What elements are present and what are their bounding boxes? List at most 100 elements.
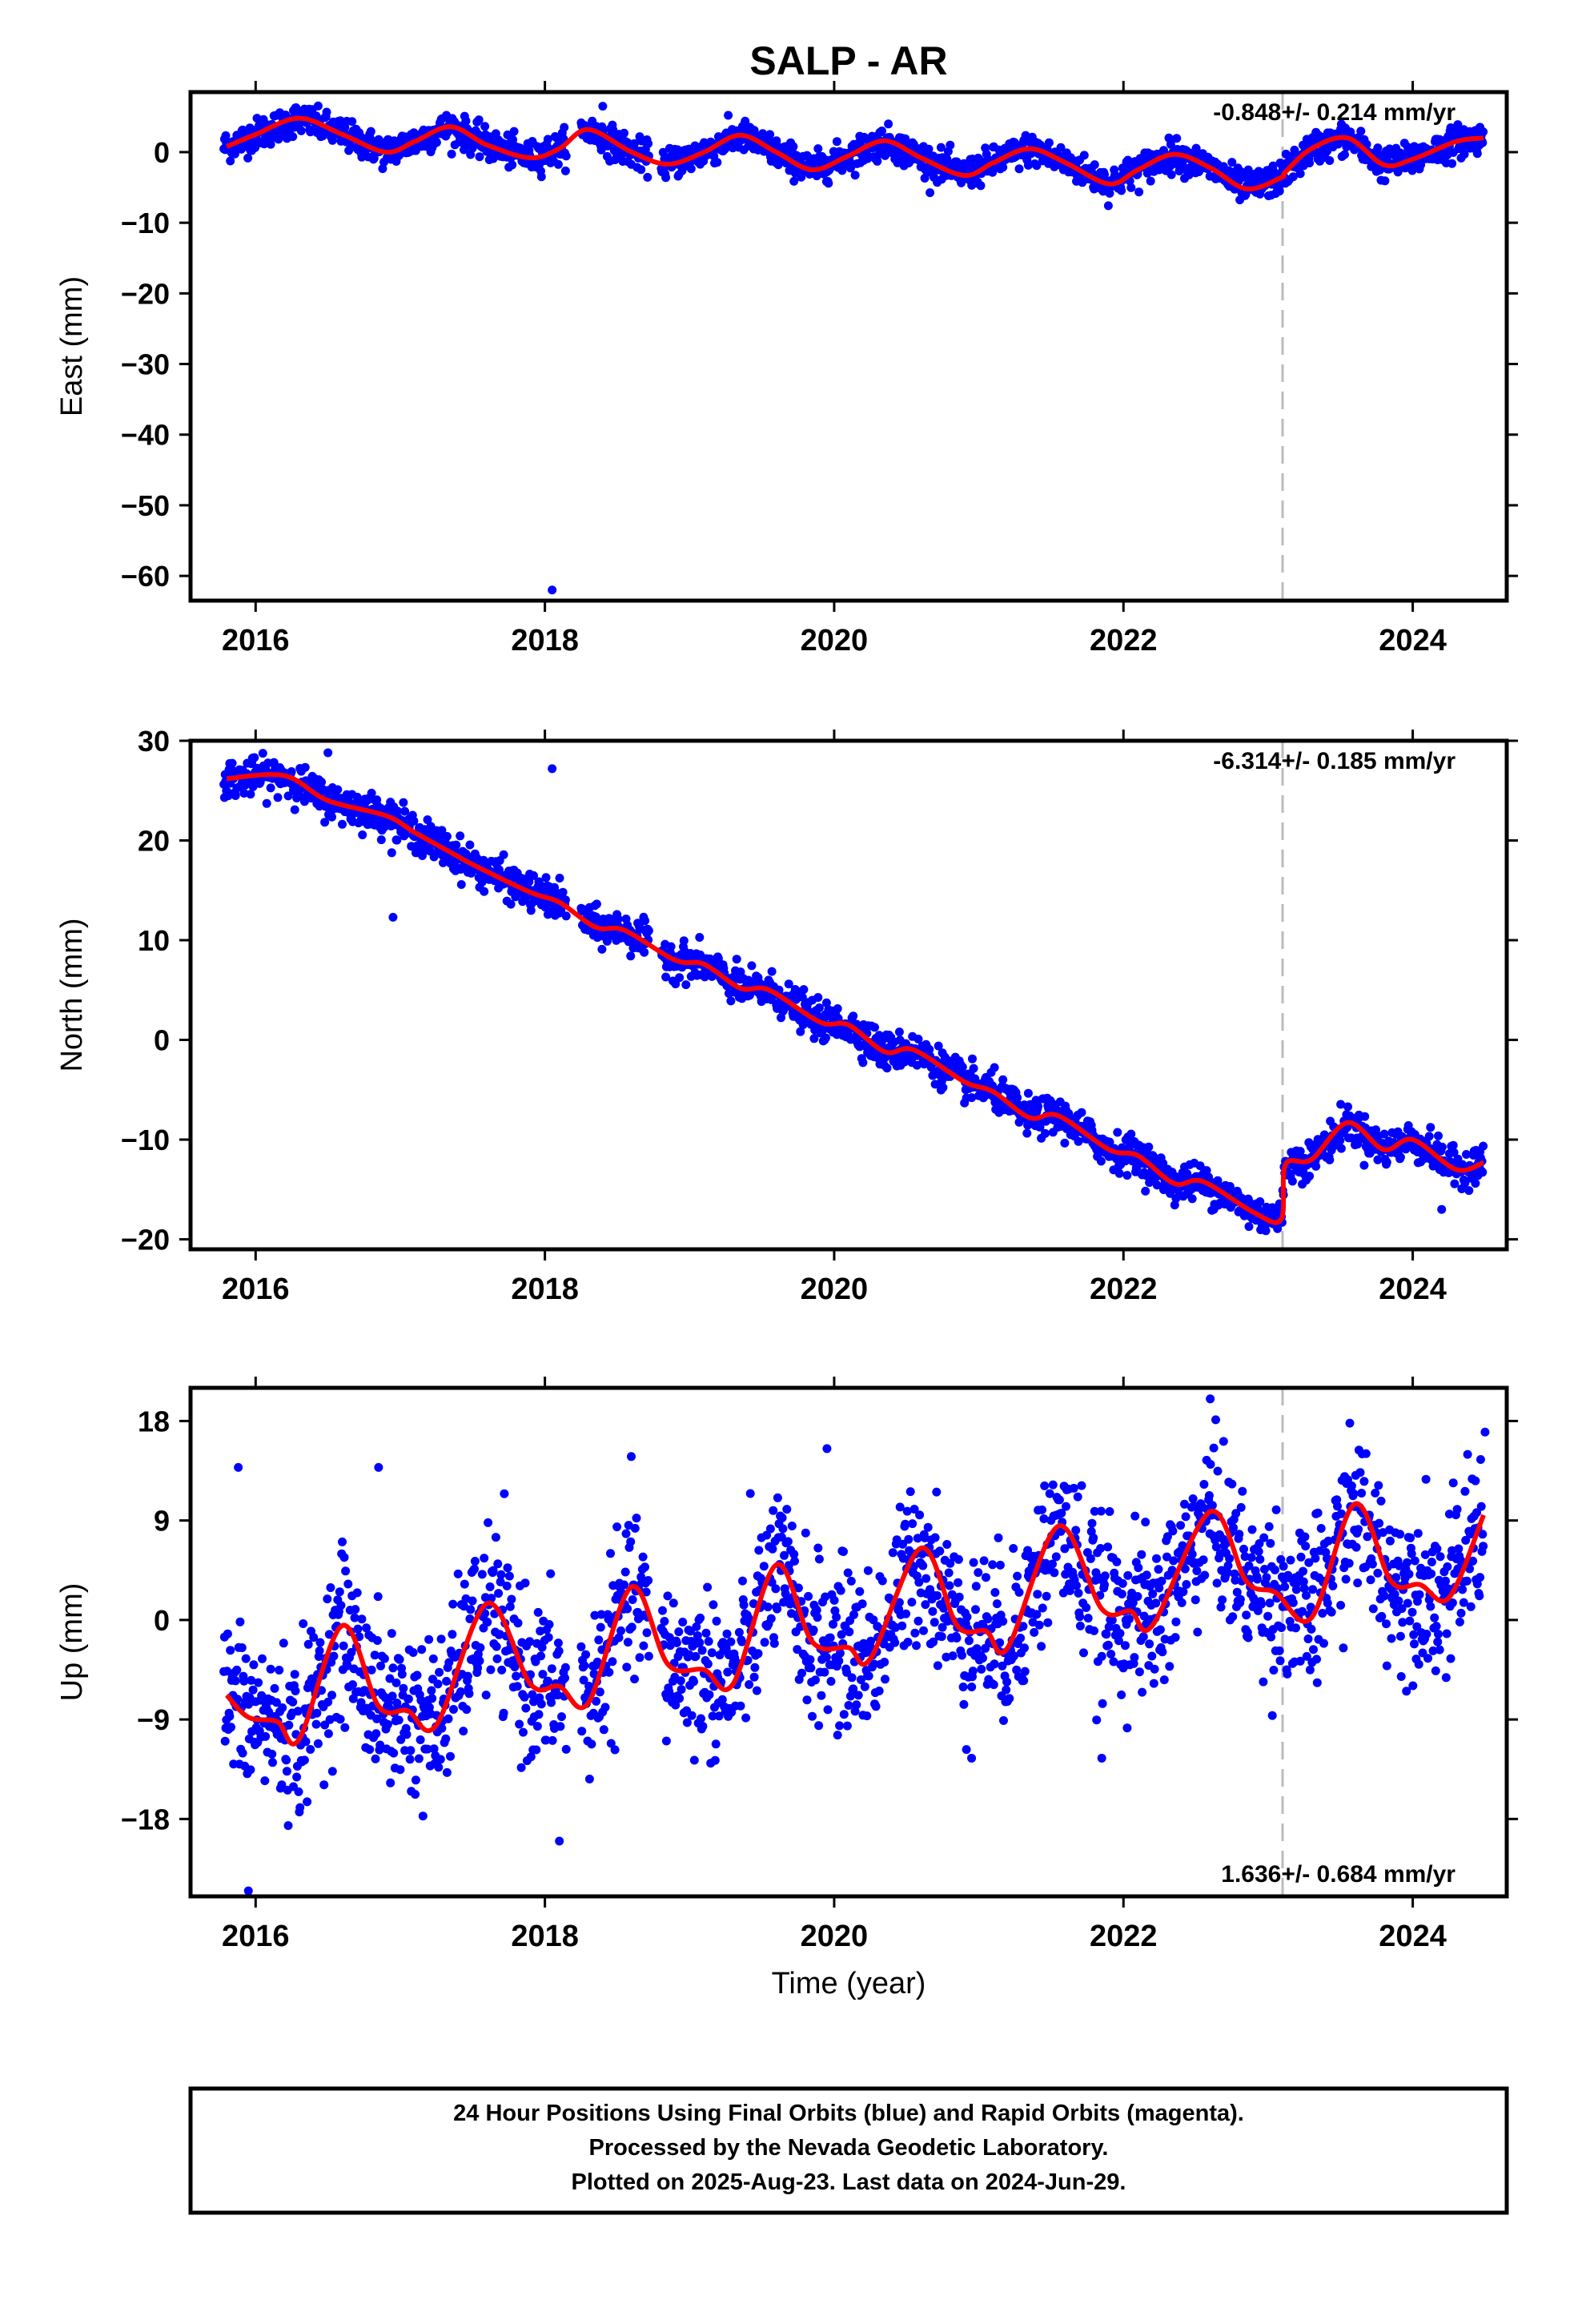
data-point	[246, 1765, 255, 1775]
data-point	[954, 1592, 964, 1602]
data-point	[832, 137, 841, 147]
data-point	[937, 1632, 946, 1642]
data-point	[641, 1587, 651, 1597]
data-point	[1261, 1226, 1271, 1236]
data-point	[792, 151, 801, 160]
data-point	[747, 961, 757, 971]
data-point	[385, 1674, 395, 1683]
data-point	[1117, 186, 1126, 195]
data-point	[492, 1654, 502, 1663]
y-tick-label: 20	[138, 825, 170, 858]
data-point	[636, 165, 646, 175]
data-point	[423, 1744, 432, 1754]
data-point	[433, 1679, 443, 1689]
data-point	[741, 116, 750, 126]
data-point	[780, 1550, 789, 1560]
data-point	[843, 1568, 853, 1578]
data-point	[773, 1604, 782, 1614]
data-point	[944, 1568, 954, 1578]
data-point	[1335, 1136, 1345, 1145]
data-point	[291, 1687, 300, 1695]
data-point	[504, 1571, 514, 1581]
data-point	[396, 1765, 405, 1775]
data-point	[930, 1618, 939, 1627]
plot-frame	[188, 90, 1509, 603]
data-point	[452, 840, 461, 850]
data-point	[435, 1667, 444, 1677]
data-point	[230, 149, 239, 159]
data-point	[465, 1614, 475, 1623]
y-tick-label: −10	[121, 1124, 170, 1156]
data-point	[1166, 170, 1176, 179]
data-point	[913, 1616, 923, 1626]
data-point	[933, 1591, 942, 1600]
data-point	[722, 1629, 732, 1638]
data-point	[741, 1713, 751, 1723]
data-point	[496, 1570, 506, 1579]
data-point	[406, 1746, 416, 1755]
data-point	[890, 1638, 900, 1647]
data-point	[526, 906, 536, 915]
data-point	[707, 1648, 717, 1658]
data-point	[505, 1602, 515, 1611]
data-point	[237, 1643, 247, 1652]
data-point	[675, 1694, 685, 1703]
data-point	[626, 1537, 636, 1546]
data-point	[681, 980, 691, 990]
data-point	[1373, 143, 1383, 153]
data-point	[404, 1695, 413, 1703]
y-tick-label: 0	[154, 136, 170, 169]
data-point	[427, 1686, 436, 1695]
data-point	[529, 870, 538, 880]
data-point	[626, 951, 636, 961]
data-point	[678, 1618, 688, 1626]
data-point	[703, 1582, 713, 1592]
data-point	[837, 1630, 846, 1639]
data-point	[1103, 201, 1113, 211]
data-point	[423, 815, 432, 825]
data-point	[544, 1633, 553, 1642]
data-point	[347, 117, 357, 127]
data-point	[767, 1578, 777, 1587]
data-point	[901, 1609, 910, 1618]
data-point	[660, 1617, 669, 1626]
data-point	[921, 1574, 931, 1583]
data-point	[620, 1567, 630, 1577]
data-point	[852, 1700, 861, 1710]
data-point	[536, 172, 546, 182]
data-point	[1373, 1155, 1383, 1164]
data-point	[898, 1554, 908, 1563]
data-point	[864, 1671, 873, 1681]
data-point	[350, 1613, 359, 1622]
data-point	[387, 1629, 396, 1638]
data-point	[790, 1556, 799, 1566]
data-point	[520, 1578, 530, 1588]
data-point	[894, 1598, 904, 1607]
data-point	[871, 1702, 881, 1711]
data-point	[614, 1633, 624, 1642]
data-point	[1426, 1123, 1435, 1132]
data-point	[538, 1670, 548, 1679]
data-point	[962, 1612, 972, 1622]
data-point	[874, 1687, 884, 1695]
data-point	[732, 955, 741, 964]
data-point	[1035, 1122, 1045, 1132]
data-point	[577, 1727, 587, 1736]
data-point	[835, 1721, 845, 1731]
data-point	[444, 1658, 454, 1667]
data-point	[480, 1554, 489, 1563]
data-point	[1416, 160, 1426, 170]
data-point	[239, 1676, 249, 1686]
data-point	[387, 848, 396, 858]
data-point	[372, 1636, 382, 1645]
data-point	[232, 1665, 242, 1675]
data-point	[700, 972, 709, 982]
data-point	[1166, 139, 1175, 149]
data-point	[930, 1080, 940, 1089]
data-point	[676, 1676, 685, 1686]
data-point	[821, 1652, 831, 1662]
data-point	[389, 1748, 399, 1758]
data-point	[895, 1502, 905, 1512]
data-point	[504, 1645, 514, 1655]
data-point	[845, 1627, 854, 1637]
